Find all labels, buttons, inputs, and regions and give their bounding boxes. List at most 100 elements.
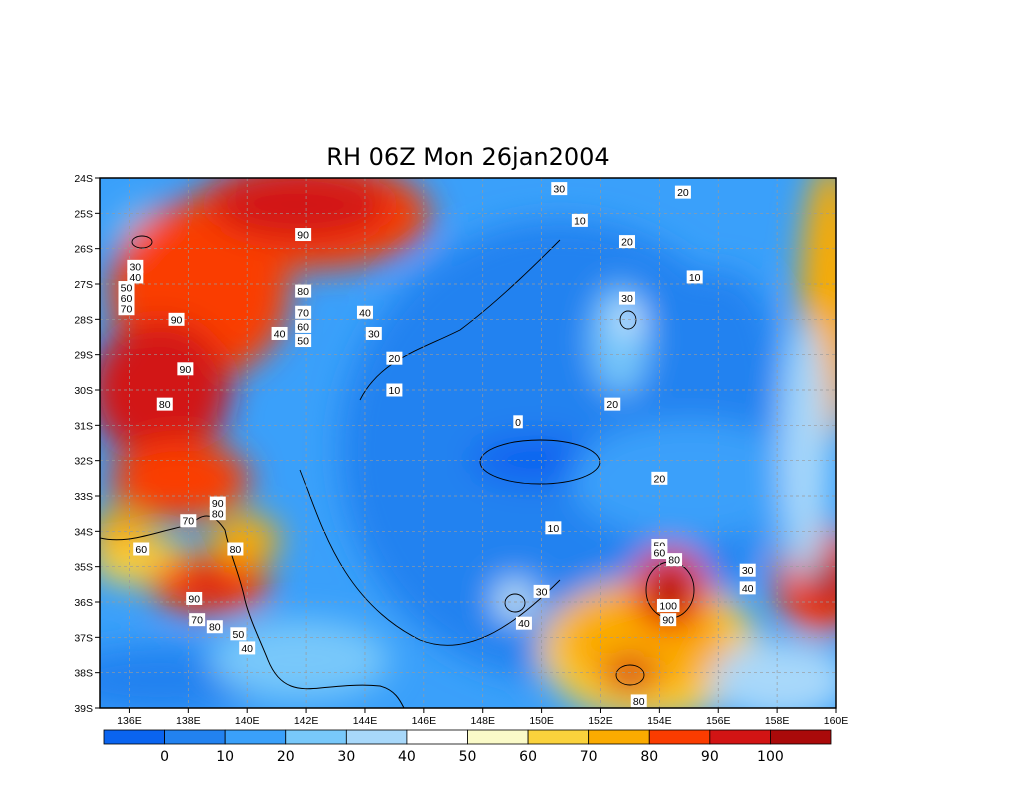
rh-field	[100, 178, 836, 708]
y-tick-label: 35S	[74, 562, 93, 574]
y-tick-label: 38S	[74, 668, 93, 680]
contour-label: 80	[633, 696, 645, 708]
contour-label-box	[739, 563, 756, 577]
y-tick-label: 34S	[74, 526, 93, 538]
contour-label: 10	[389, 385, 401, 397]
contour-label: 40	[241, 643, 253, 655]
x-tick-label: 146E	[412, 715, 437, 727]
x-axis: 136E 138E 140E 142E 144E 146E 148E 150E 152E 154E…	[117, 708, 848, 727]
contour-label-box	[118, 302, 135, 316]
x-tick-label: 136E	[117, 715, 142, 727]
contour-label: 20	[621, 237, 633, 249]
contour-label: 20	[606, 399, 618, 411]
contour-label-box	[551, 182, 568, 196]
y-tick-label: 25S	[74, 208, 93, 220]
contour-label: 50	[297, 336, 309, 348]
colorbar-swatch	[588, 729, 650, 745]
contour-label-box	[533, 584, 550, 598]
colorbar-label: 100	[757, 749, 784, 765]
y-tick-label: 27S	[74, 279, 93, 291]
contour-label: 90	[180, 364, 192, 376]
y-tick-label: 30S	[74, 385, 93, 397]
x-tick-label: 152E	[588, 715, 613, 727]
x-tick-label: 138E	[176, 715, 201, 727]
contour-label: 70	[182, 516, 194, 528]
colorbar: 0 10 20 30 40 50 60 70 80 90 100	[103, 729, 832, 765]
colorbar-swatch	[345, 729, 408, 745]
contour-label-box	[118, 291, 135, 305]
colorbar-swatch	[224, 729, 287, 745]
contour-label: 30	[368, 328, 380, 340]
contour-label: 20	[677, 187, 689, 199]
contour-label: 60	[297, 321, 309, 333]
contour-label-box	[674, 185, 691, 199]
contour-label: 20	[654, 473, 666, 485]
contour-label: 80	[212, 509, 224, 521]
y-tick-label: 37S	[74, 632, 93, 644]
plot-area: 30 20 10 20 10 30 90 80 70 60 50 40 40 30 20 10 30 40 50 60…	[100, 178, 836, 708]
contour-label: 30	[553, 184, 565, 196]
contour-label: 30	[621, 293, 633, 305]
contour-label: 60	[135, 544, 147, 556]
chart-title: RH 06Z Mon 26jan2004	[326, 143, 609, 171]
colorbar-swatch	[467, 729, 529, 745]
grid-lines	[100, 178, 836, 708]
contour-label: 80	[159, 399, 171, 411]
contour-label: 30	[742, 565, 754, 577]
x-tick-label: 150E	[529, 715, 554, 727]
contour-label: 90	[662, 615, 674, 627]
contour-label-box	[545, 521, 562, 535]
x-tick-label: 142E	[294, 715, 319, 727]
contour-labels: 30 20 10 20 10 30 90 80 70 60 50 40 40 30 20 10 30 40 50 60…	[118, 182, 756, 708]
contour-label-box	[686, 270, 703, 284]
contour-label: 80	[209, 622, 221, 634]
colorbar-label: 0	[160, 749, 169, 765]
contour-label: 80	[668, 555, 680, 567]
y-tick-label: 31S	[74, 420, 93, 432]
contour-label-box	[186, 591, 203, 605]
contour-label-box	[209, 496, 226, 510]
y-tick-label: 26S	[74, 244, 93, 256]
contour-label-box	[630, 694, 647, 708]
colorbar-swatch	[709, 729, 771, 745]
contour-label: 90	[188, 593, 200, 605]
contour-label-box	[604, 397, 621, 411]
contour-label-box	[295, 305, 312, 319]
contour-label-box	[230, 627, 247, 641]
contour-label-box	[239, 641, 256, 655]
y-tick-label: 33S	[74, 491, 93, 503]
contour-label: 70	[297, 307, 309, 319]
contour-label-box	[180, 514, 197, 528]
contour-label-box	[127, 259, 144, 273]
colorbar-swatch	[164, 729, 226, 745]
y-tick-label: 24S	[74, 173, 93, 185]
contour-label-box	[209, 507, 226, 521]
colorbar-label: 30	[337, 749, 355, 765]
contour-label: 50	[233, 629, 245, 641]
y-tick-label: 32S	[74, 456, 93, 468]
contour-label: 10	[689, 272, 701, 284]
contour-label-box	[660, 613, 677, 627]
contour-label: 10	[574, 215, 586, 227]
colorbar-swatch	[648, 729, 711, 745]
plot-frame	[99, 177, 837, 709]
x-tick-label: 158E	[765, 715, 790, 727]
contour-label-box	[656, 599, 680, 613]
contour-label: 40	[274, 328, 286, 340]
contour-label: 60	[654, 548, 666, 560]
colorbar-swatch	[406, 729, 468, 745]
contour-label: 70	[121, 304, 133, 316]
colorbar-label: 70	[580, 749, 598, 765]
colorbar-swatch	[103, 729, 165, 745]
contour-label: 70	[191, 615, 203, 627]
contour-label-box	[618, 235, 635, 249]
contour-label-box	[227, 542, 244, 556]
contour-label: 90	[297, 230, 309, 242]
colorbar-swatch	[285, 729, 347, 745]
contour-label: 40	[518, 618, 530, 630]
contour-label: 50	[121, 283, 133, 295]
contour-label-box	[189, 613, 206, 627]
contour-label-box	[177, 362, 194, 376]
contour-label-box	[295, 284, 312, 298]
